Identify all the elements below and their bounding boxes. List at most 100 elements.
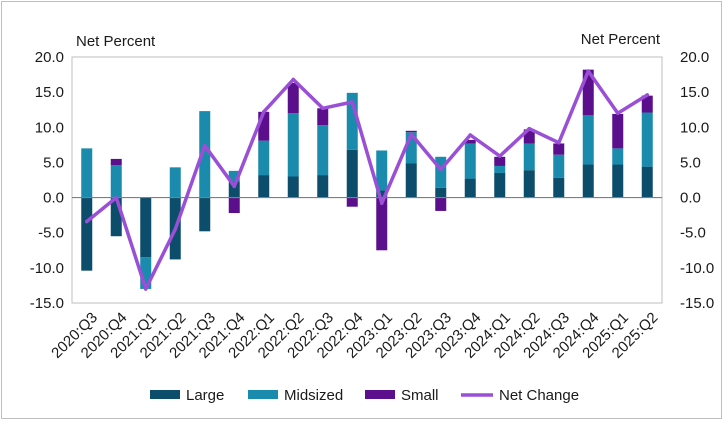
bar-large-2020-q3	[81, 197, 93, 271]
y-left-tick-label: 15.0	[35, 84, 64, 101]
bar-small-2023-q1	[376, 197, 388, 251]
bar-midsized-2023-q4	[464, 143, 476, 179]
bar-large-2021-q3	[199, 197, 211, 232]
legend-label: Net Change	[499, 387, 579, 404]
bar-large-2024-q3	[553, 177, 565, 198]
bar-midsized-2025-q1	[612, 148, 624, 165]
net-change-point	[143, 287, 148, 291]
bar-midsized-2020-q3	[81, 148, 93, 198]
net-change-point	[468, 133, 473, 137]
bar-small-2022-q4	[346, 197, 358, 207]
bar-midsized-2022-q1	[258, 140, 270, 176]
y-right-axis-title: Net Percent	[581, 31, 661, 48]
y-right-tick-label: 10.0	[680, 119, 709, 136]
y-left-axis-title: Net Percent	[76, 33, 156, 50]
bar-large-2025-q2	[641, 166, 653, 198]
bar-large-2022-q1	[258, 175, 270, 198]
net-change-point	[438, 167, 443, 172]
bar-large-2022-q3	[317, 175, 329, 198]
bar-midsized-2024-q4	[582, 115, 594, 165]
bar-large-2021-q4	[228, 181, 240, 198]
bar-midsized-2022-q4	[346, 92, 358, 150]
bar-midsized-2024-q1	[494, 165, 506, 173]
bar-midsized-2021-q2	[169, 167, 181, 198]
bar-midsized-2022-q2	[287, 113, 299, 177]
bar-large-2024-q1	[494, 172, 506, 198]
bar-small-2024-q2	[523, 129, 535, 144]
y-right-tick-label: -10.0	[680, 260, 714, 277]
bar-small-2023-q3	[435, 197, 447, 211]
bar-large-2024-q4	[582, 164, 594, 198]
net-change-point	[350, 100, 355, 104]
bar-small-2022-q3	[317, 108, 329, 126]
net-change-point	[586, 69, 591, 73]
y-right-tick-label: 5.0	[680, 154, 701, 171]
legend-label: Midsized	[284, 387, 343, 404]
bar-midsized-2023-q3	[435, 156, 447, 188]
legend-swatch-large	[150, 390, 180, 399]
legend-swatch-small	[365, 390, 395, 399]
plot-area: -15.0 -15.0 -10.0 -10.0 -5.0 -5.0 0.0 0.0 5.0 5.0…	[30, 49, 714, 362]
bar-midsized-2023-q1	[376, 150, 388, 191]
net-change-point	[261, 110, 266, 114]
net-change-point	[114, 195, 119, 200]
y-right-tick-label: 20.0	[680, 49, 709, 66]
net-change-point	[291, 77, 296, 82]
y-right-tick-label: 0.0	[680, 190, 701, 207]
bar-large-2024-q2	[523, 170, 535, 198]
bar-midsized-2024-q3	[553, 154, 565, 178]
bar-large-2020-q4	[110, 197, 122, 237]
bar-large-2025-q1	[612, 164, 624, 198]
bar-midsized-2021-q3	[199, 111, 211, 198]
bar-midsized-2022-q3	[317, 125, 329, 176]
plot-border	[71, 56, 663, 304]
net-change-point	[379, 201, 384, 205]
bar-midsized-2024-q2	[523, 143, 535, 171]
net-change-point	[173, 227, 178, 231]
legend-label: Large	[186, 387, 224, 404]
bar-small-2023-q4	[464, 139, 476, 144]
y-left-tick-label: -10.0	[30, 260, 64, 277]
net-change-point	[615, 111, 620, 116]
bar-small-2021-q4	[228, 197, 240, 214]
bar-small-2024-q3	[553, 143, 565, 155]
bar-large-2023-q2	[405, 163, 417, 198]
bar-large-2023-q4	[464, 178, 476, 198]
bar-small-2022-q2	[287, 83, 299, 114]
net-change-point	[84, 219, 89, 224]
y-right-tick-label: 15.0	[680, 84, 709, 101]
y-left-tick-label: -5.0	[38, 225, 64, 242]
net-change-point	[497, 154, 502, 158]
bar-small-2020-q4	[110, 158, 122, 166]
bar-small-2022-q1	[258, 111, 270, 141]
y-right-tick-label: -15.0	[680, 295, 714, 312]
net-change-point	[202, 143, 207, 148]
bar-small-2023-q2	[405, 130, 417, 133]
bar-small-2025-q2	[641, 95, 653, 113]
y-left-tick-label: 20.0	[35, 49, 64, 66]
y-left-tick-label: 10.0	[35, 119, 64, 136]
bar-midsized-2023-q2	[405, 132, 417, 164]
net-change-point	[645, 93, 650, 97]
legend-swatch-midsized	[248, 390, 278, 399]
net-change-point	[409, 132, 414, 137]
legend: Large Midsized Small Net Change	[150, 387, 579, 404]
net-change-point	[527, 126, 532, 131]
bar-small-2025-q1	[612, 113, 624, 149]
bar-large-2022-q4	[346, 149, 358, 198]
bar-small-2024-q1	[494, 156, 506, 166]
y-left-tick-label: -15.0	[30, 295, 64, 312]
bar-midsized-2021-q1	[140, 257, 152, 289]
bar-small-2024-q4	[582, 69, 594, 116]
net-change-point	[556, 140, 561, 145]
bar-large-2023-q1	[376, 190, 388, 198]
net-change-point	[320, 106, 325, 111]
y-right-tick-label: -5.0	[680, 225, 706, 242]
bar-midsized-2025-q2	[641, 112, 653, 167]
bar-midsized-2021-q4	[228, 170, 240, 182]
bar-large-2021-q1	[140, 197, 152, 258]
y-left-tick-label: 5.0	[43, 154, 64, 171]
y-left-tick-label: 0.0	[43, 190, 64, 207]
